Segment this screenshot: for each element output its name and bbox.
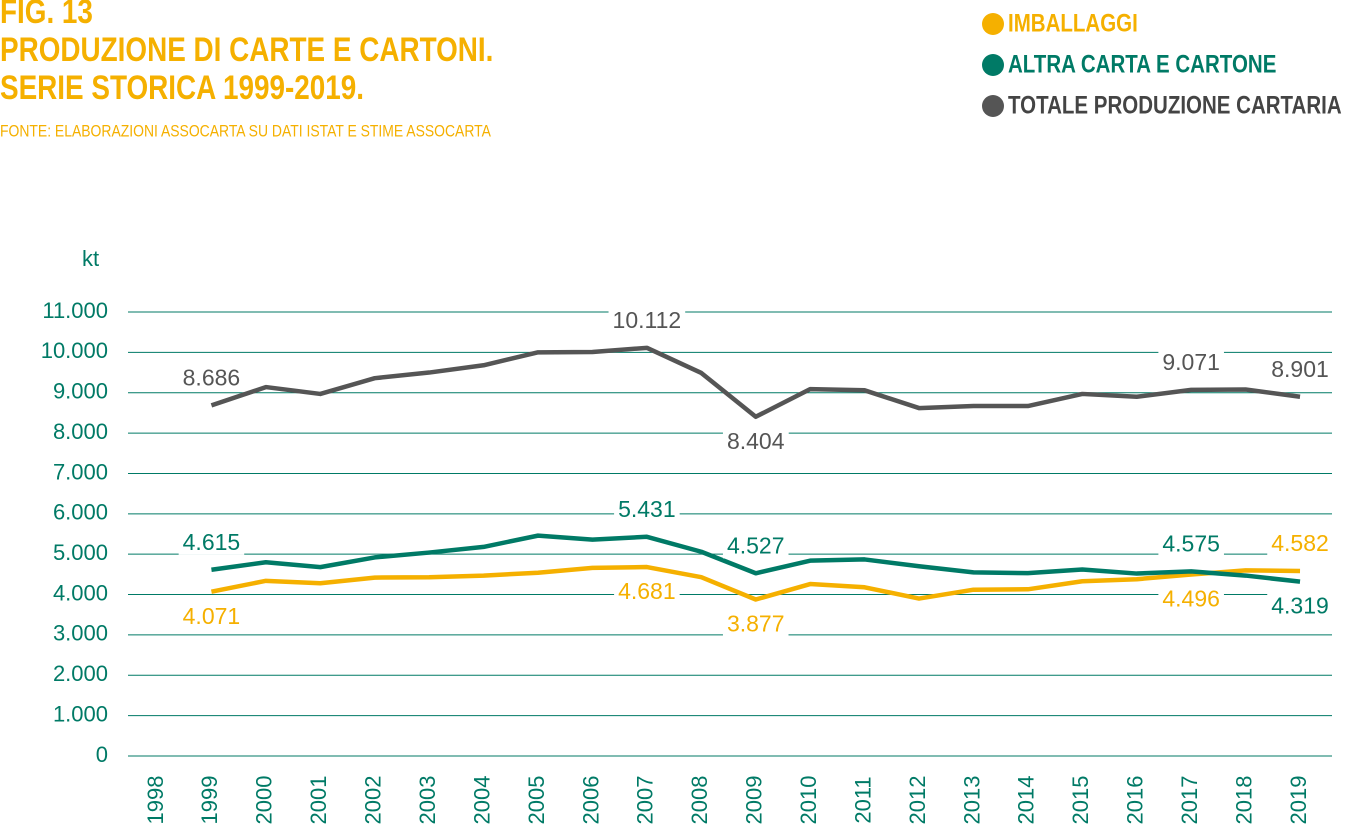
chart-title: SERIE STORICA 1999-2019. xyxy=(0,68,364,106)
data-label: 3.877 xyxy=(727,611,785,637)
title-block: FIG. 13 PRODUZIONE DI CARTE E CARTONI. S… xyxy=(0,0,493,141)
y-tick-label: 9.000 xyxy=(53,379,108,404)
x-tick-label: 2014 xyxy=(1014,776,1039,825)
source-note: FONTE: ELABORAZIONI ASSOCARTA SU DATI IS… xyxy=(0,122,491,141)
data-label: 10.112 xyxy=(613,307,682,333)
series-line xyxy=(210,564,1301,602)
x-tick-label: 2002 xyxy=(361,776,386,825)
y-tick-label: 10.000 xyxy=(41,338,108,363)
x-tick-label: 2011 xyxy=(850,776,875,823)
x-tick-label: 2015 xyxy=(1068,776,1093,825)
data-label-bg xyxy=(608,306,686,333)
data-label-bg xyxy=(722,610,789,637)
x-tick-label: 2005 xyxy=(524,776,549,825)
data-label-bg xyxy=(722,427,789,454)
y-tick-label: 2.000 xyxy=(53,661,108,686)
x-tick-label: 2017 xyxy=(1177,776,1202,825)
x-tick-label: 2003 xyxy=(415,776,440,825)
y-tick-label: 0 xyxy=(96,742,108,767)
y-axis-label: kt xyxy=(82,246,99,271)
y-tick-label: 5.000 xyxy=(53,540,108,565)
data-label: 4.681 xyxy=(618,578,676,604)
data-label-bg xyxy=(178,364,245,391)
data-label: 8.901 xyxy=(1271,356,1329,382)
y-tick-label: 3.000 xyxy=(53,621,108,646)
data-label-bg xyxy=(178,602,245,629)
data-label: 8.686 xyxy=(183,364,241,390)
y-tick-label: 6.000 xyxy=(53,500,108,525)
x-tick-label: 2010 xyxy=(796,776,821,825)
y-tick-label: 7.000 xyxy=(53,459,108,484)
y-tick-label: 11.000 xyxy=(42,298,108,323)
data-label: 4.582 xyxy=(1271,530,1329,556)
x-tick-label: 1999 xyxy=(197,776,222,825)
data-label: 4.071 xyxy=(183,603,241,629)
data-label-bg xyxy=(614,495,680,522)
series-line xyxy=(210,345,1301,420)
legend-marker xyxy=(982,95,1004,117)
series-line xyxy=(211,533,1301,584)
y-tick-label: 8.000 xyxy=(53,419,108,444)
x-tick-label: 2016 xyxy=(1123,776,1148,825)
data-label-bg xyxy=(614,578,680,605)
legend-label: IMBALLAGGI xyxy=(1008,9,1138,37)
x-tick-label: 2013 xyxy=(959,776,984,825)
data-label: 8.404 xyxy=(727,428,785,454)
x-tick-label: 2000 xyxy=(252,776,277,825)
data-label-bg xyxy=(1267,592,1333,619)
data-label-bg xyxy=(1267,355,1333,382)
chart-title: PRODUZIONE DI CARTE E CARTONI. xyxy=(0,30,493,68)
legend-marker xyxy=(982,13,1004,35)
x-tick-label: 2001 xyxy=(306,776,331,825)
y-tick-label: 1.000 xyxy=(53,701,108,726)
x-tick-label: 1998 xyxy=(143,776,168,825)
legend-label: TOTALE PRODUZIONE CARTARIA xyxy=(1008,91,1342,119)
legend-label: ALTRA CARTA E CARTONE xyxy=(1008,50,1276,78)
legend-marker xyxy=(982,54,1004,76)
x-tick-label: 2007 xyxy=(633,776,658,825)
x-tick-label: 2006 xyxy=(578,776,603,825)
data-label: 9.071 xyxy=(1162,349,1220,375)
data-label-bg xyxy=(722,532,789,559)
data-label-bg xyxy=(1158,585,1224,612)
data-label-bg xyxy=(1158,530,1224,557)
data-label: 4.319 xyxy=(1271,593,1329,619)
figure-number: FIG. 13 xyxy=(0,0,93,31)
x-tick-label: 2008 xyxy=(687,776,712,825)
data-label: 4.496 xyxy=(1162,586,1220,612)
x-tick-label: 2019 xyxy=(1286,776,1311,825)
data-label-bg xyxy=(1267,530,1333,557)
data-label: 4.527 xyxy=(727,532,785,558)
data-label-bg xyxy=(1158,348,1224,375)
y-tick-label: 4.000 xyxy=(53,580,108,605)
data-label-bg xyxy=(178,528,245,555)
x-tick-label: 2004 xyxy=(469,776,494,825)
x-tick-label: 2012 xyxy=(905,776,930,825)
data-label: 4.615 xyxy=(183,529,241,555)
data-label: 5.431 xyxy=(618,496,676,522)
x-tick-label: 2009 xyxy=(742,776,767,825)
data-label: 4.575 xyxy=(1162,530,1220,556)
x-tick-label: 2018 xyxy=(1231,776,1256,825)
